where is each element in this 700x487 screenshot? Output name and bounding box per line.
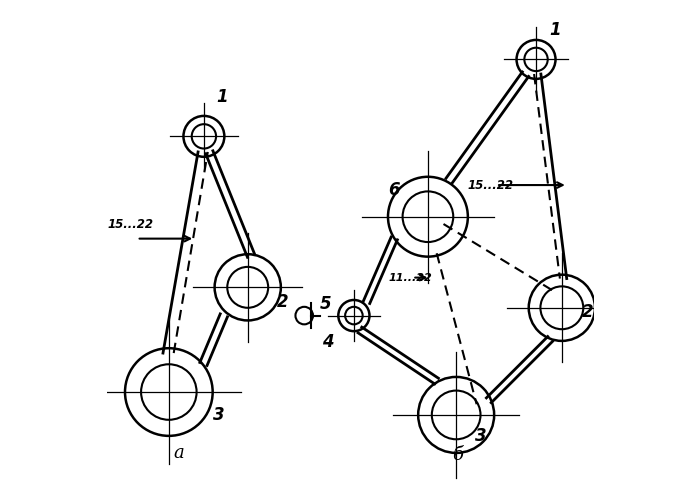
Text: 2: 2 xyxy=(582,303,594,320)
Text: 3: 3 xyxy=(475,427,486,445)
Text: а: а xyxy=(173,444,184,462)
Text: 5: 5 xyxy=(320,296,332,313)
Text: 11...22: 11...22 xyxy=(389,273,433,282)
Text: 2: 2 xyxy=(277,293,288,311)
Text: 1: 1 xyxy=(550,21,561,39)
Text: 1: 1 xyxy=(216,89,228,106)
Text: 15...22: 15...22 xyxy=(108,218,153,231)
Text: 6: 6 xyxy=(388,181,400,199)
Text: б: б xyxy=(452,447,463,464)
Text: 15...22: 15...22 xyxy=(468,179,514,191)
Text: 3: 3 xyxy=(213,406,224,424)
Text: 4: 4 xyxy=(322,333,334,351)
